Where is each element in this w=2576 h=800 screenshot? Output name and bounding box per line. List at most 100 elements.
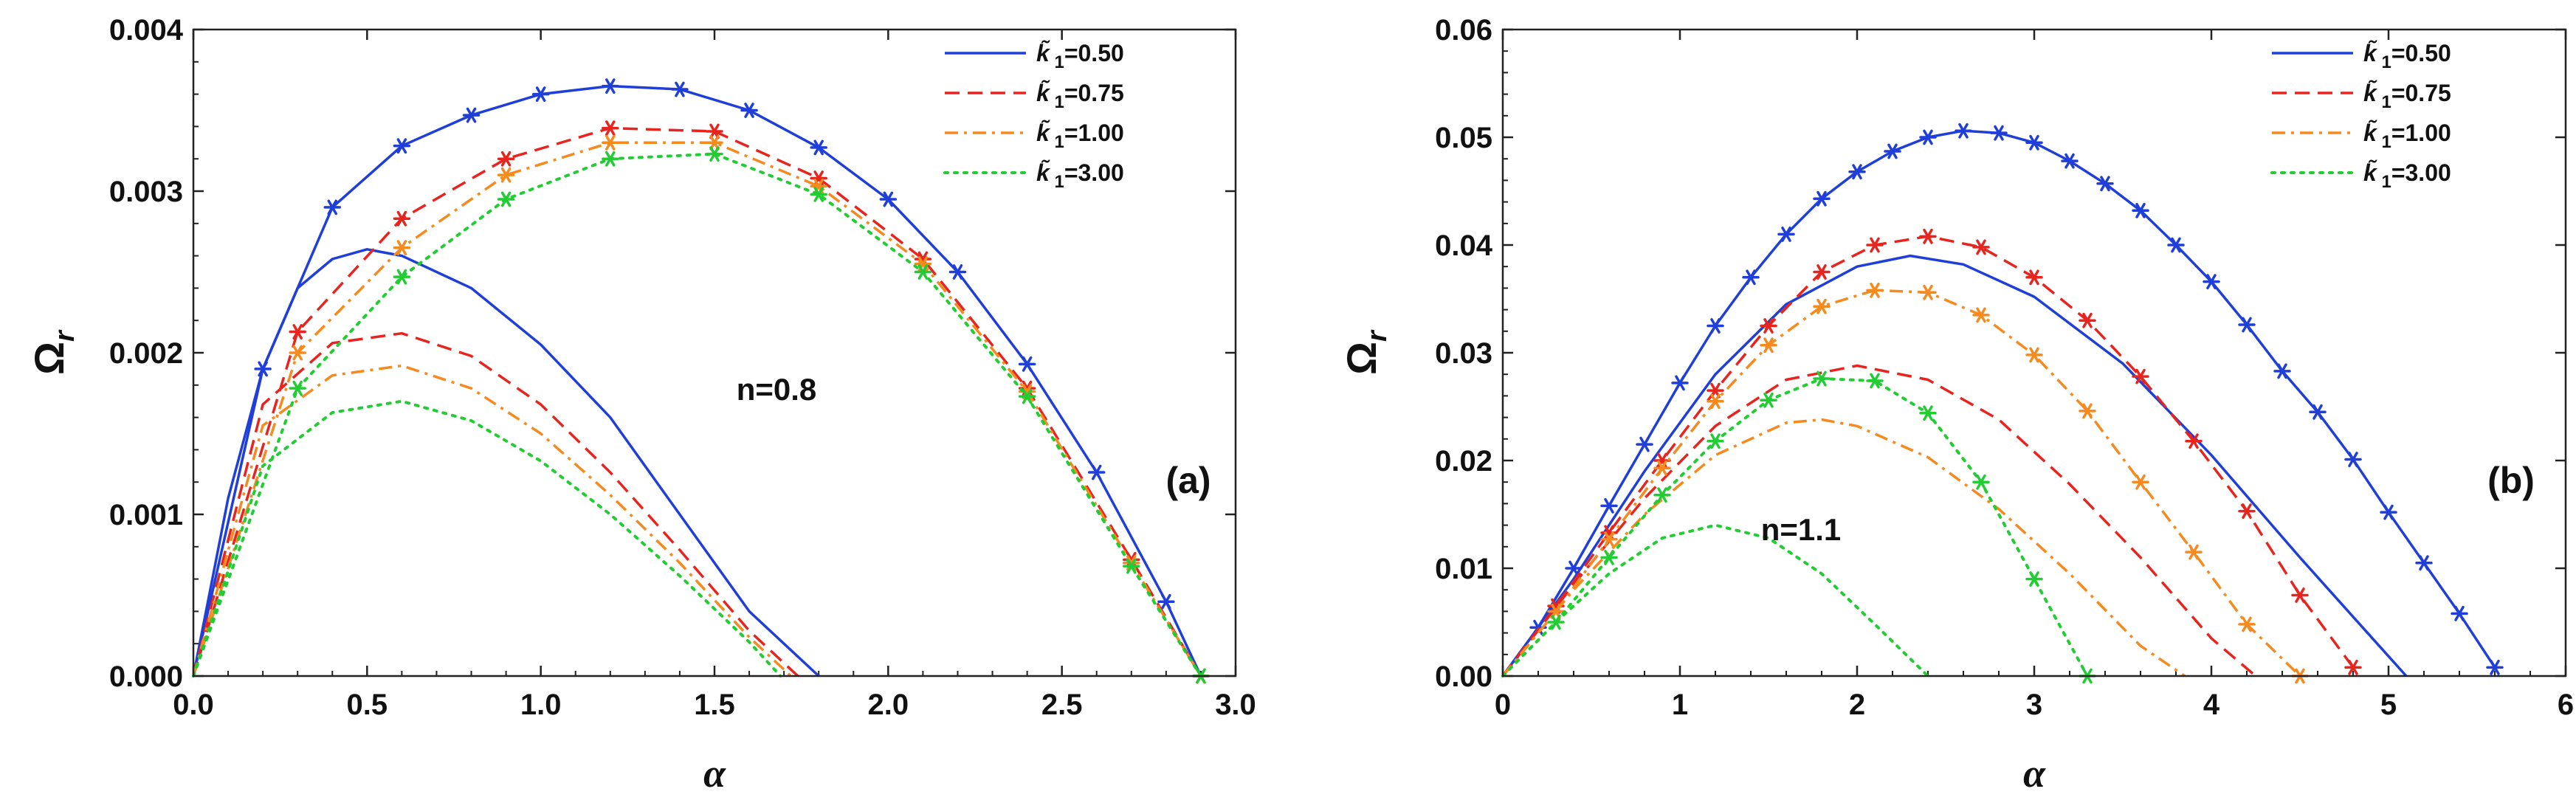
series-marker (2380, 504, 2397, 520)
legend-item: k̃ 1=0.50 (2272, 40, 2451, 72)
y-tick-label: 0.003 (109, 176, 183, 208)
panel-b-tick-labels: 0 1 2 3 4 5 6 0.00 0.01 0.02 0.03 0.04 0.05 0.06 (1435, 14, 2574, 721)
series-marker (2185, 433, 2203, 449)
series-marker (323, 199, 342, 215)
x-tick-label: 0.0 (173, 689, 214, 721)
series-marker (2025, 571, 2043, 587)
series-marker (462, 107, 481, 123)
legend-item: k̃ 1=0.50 (945, 40, 1124, 72)
series-marker (1707, 393, 1724, 410)
series-marker (1760, 337, 1777, 354)
series-marker (2238, 503, 2256, 520)
series-marker (1653, 487, 1671, 503)
x-tick-label: 6 (2558, 689, 2574, 721)
series-marker (2238, 317, 2256, 333)
panel-a-ylabel-sub: r (49, 329, 80, 342)
series-marker (2025, 269, 2043, 286)
series-marker (2079, 403, 2096, 419)
series-line-upper (192, 84, 1202, 677)
series-marker (393, 210, 411, 227)
series-marker (1919, 228, 1937, 244)
series-marker (602, 134, 619, 151)
legend-item: k̃ 1=3.00 (943, 159, 1124, 192)
series-marker (1972, 239, 1990, 255)
series-marker (2025, 134, 2043, 151)
series-marker (1707, 382, 1724, 399)
panel-a-ylabel: Ωr (26, 329, 80, 375)
series-marker (1742, 269, 1760, 286)
x-tick-label: 1 (1672, 689, 1688, 721)
panel-a-annotation: n=0.8 (737, 372, 817, 407)
series-marker (2132, 202, 2149, 218)
y-tick-label: 0.06 (1435, 14, 1492, 46)
series-marker (1866, 237, 1884, 253)
series-marker (2079, 312, 2096, 328)
series-line-lower (1501, 523, 1929, 677)
series-marker (1707, 318, 1724, 334)
series-marker (1653, 460, 1671, 476)
series-line-lower (1501, 418, 2186, 677)
series-marker (602, 120, 619, 137)
series-line-upper (1501, 129, 2496, 677)
series-marker (1600, 497, 1618, 514)
series-marker (2132, 474, 2149, 490)
series-marker (1813, 264, 1831, 280)
legend-item: k̃ 1=1.00 (945, 120, 1124, 152)
panel-a-label: (a) (1165, 460, 1210, 501)
series-marker (1972, 474, 1990, 490)
legend-item: k̃ 1=3.00 (2270, 159, 2451, 192)
y-tick-label: 0.002 (109, 337, 183, 370)
series-marker (2061, 153, 2079, 169)
svg-text:Ωr: Ωr (26, 329, 80, 375)
series-marker (1813, 190, 1831, 207)
legend-label: k̃ 1=1.00 (1036, 120, 1124, 152)
series-marker (1884, 143, 1901, 159)
series-marker (289, 324, 306, 339)
y-tick-label: 0.05 (1435, 122, 1492, 154)
panel-a-ylabel-main: Ω (26, 342, 72, 375)
series-marker (2096, 176, 2114, 192)
series-marker (1018, 388, 1036, 404)
panel-b-label: (b) (2487, 460, 2535, 501)
series-marker (1990, 125, 2008, 141)
series-marker (706, 146, 723, 162)
series-marker (1866, 282, 1884, 298)
panel-b-legend: k̃ 1=0.50 k̃ 1=0.75 k̃ 1=1.00 k̃ 1=3.00 (2270, 40, 2451, 192)
series-marker (671, 81, 689, 97)
series-line-lower (1501, 364, 2257, 677)
x-tick-label: 1.0 (520, 689, 562, 721)
series-marker (1157, 593, 1175, 610)
series-line-upper (1501, 377, 2089, 677)
series-marker (1547, 614, 1565, 630)
series-marker (2238, 616, 2256, 632)
series-line-lower (192, 331, 799, 677)
series-marker (2344, 452, 2362, 467)
series-marker (602, 78, 619, 94)
series-marker (531, 86, 550, 103)
y-tick-label: 0.02 (1435, 445, 1492, 477)
legend-item: k̃ 1=1.00 (2272, 120, 2451, 152)
series-marker (2451, 605, 2468, 621)
series-marker (706, 134, 723, 151)
legend-label: k̃ 1=0.50 (1036, 40, 1124, 72)
series-marker (1848, 164, 1866, 180)
series-marker (1919, 405, 1937, 421)
series-marker (1919, 284, 1937, 300)
series-marker (2344, 659, 2362, 675)
series-marker (2415, 555, 2433, 571)
series-marker (1018, 356, 1036, 372)
panel-a-xlabel: α (703, 751, 726, 796)
series-marker (2132, 368, 2149, 385)
series-marker (879, 191, 898, 207)
series-marker (2185, 544, 2203, 560)
y-tick-label: 0.004 (109, 14, 184, 46)
x-tick-label: 3.0 (1215, 689, 1256, 721)
legend-label: k̃ 1=0.50 (2363, 40, 2451, 72)
legend-label: k̃ 1=1.00 (2363, 120, 2451, 152)
panel-b-ylabel: Ωr (1338, 329, 1393, 375)
legend-item: k̃ 1=0.75 (945, 80, 1124, 112)
x-tick-label: 2 (1849, 689, 1865, 721)
series-marker (289, 345, 306, 361)
series-line-lower (192, 364, 792, 677)
